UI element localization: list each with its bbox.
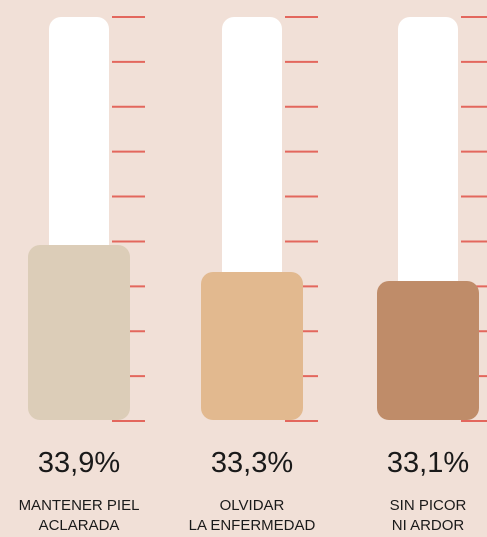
category-label-1-line-2: LA ENFERMEDAD bbox=[189, 517, 316, 534]
value-label-2: 33,1% bbox=[387, 447, 469, 479]
value-label-0: 33,9% bbox=[38, 447, 120, 479]
value-label-1: 33,3% bbox=[211, 447, 293, 479]
group-0: 33,9% MANTENER PIEL ACLARADA bbox=[19, 16, 145, 534]
bar-1 bbox=[201, 272, 303, 420]
category-label-2-line-2: NI ARDOR bbox=[392, 517, 465, 534]
category-label-1-line-1: OLVIDAR bbox=[220, 497, 285, 514]
category-label-0-line-2: ACLARADA bbox=[39, 517, 120, 534]
bar-2 bbox=[377, 281, 479, 420]
bar-0 bbox=[28, 245, 130, 420]
category-label-0-line-1: MANTENER PIEL bbox=[19, 497, 140, 514]
group-1: 33,3% OLVIDAR LA ENFERMEDAD bbox=[189, 16, 318, 534]
group-2: 33,1% SIN PICOR NI ARDOR bbox=[377, 16, 487, 534]
category-label-2-line-1: SIN PICOR bbox=[390, 497, 467, 514]
